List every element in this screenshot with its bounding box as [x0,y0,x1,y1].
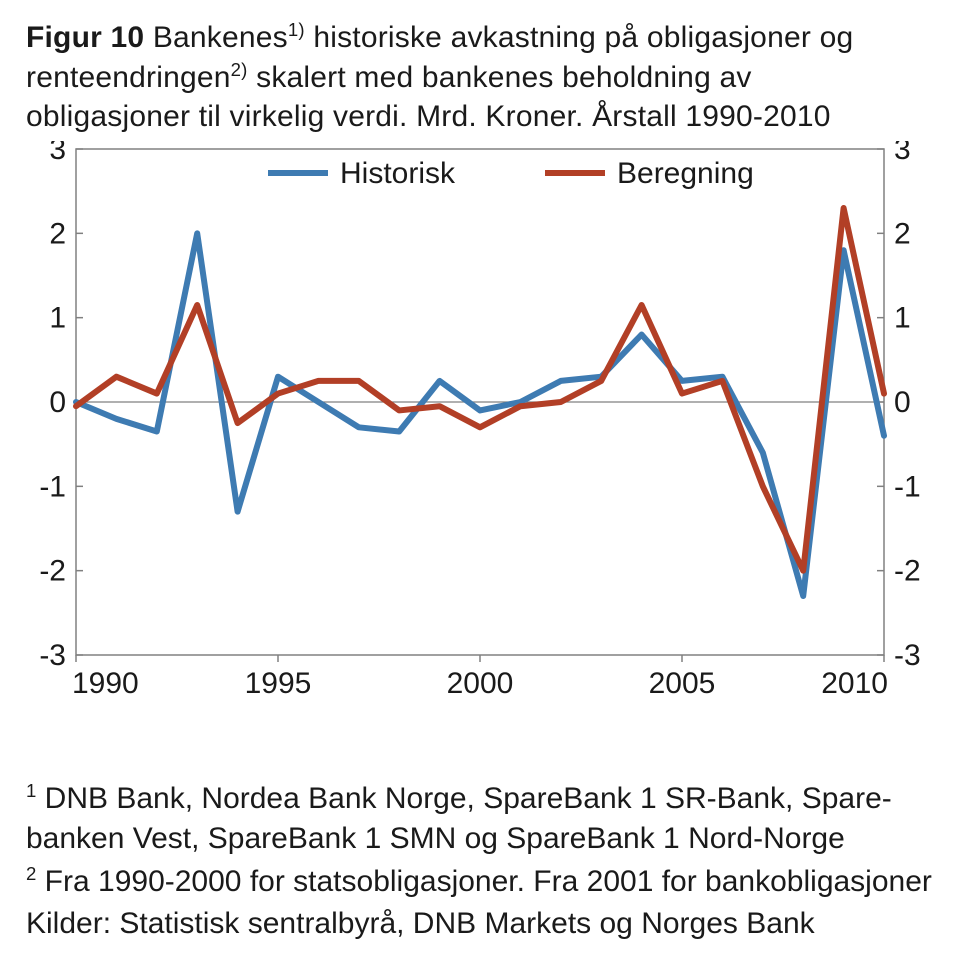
svg-text:2000: 2000 [447,667,514,700]
svg-text:-2: -2 [894,554,921,587]
line-chart: 33221100-1-1-2-2-3-319901995200020052010… [26,141,934,701]
title-line2-pre: renteendringen [26,61,231,94]
svg-text:-2: -2 [39,554,66,587]
figure-title: Figur 10 Bankenes1) historiske avkastnin… [26,18,934,137]
svg-text:-1: -1 [894,470,921,503]
footnote-1: 1 DNB Bank, Nordea Bank Norge, SpareBank… [26,779,934,859]
svg-text:Historisk: Historisk [340,157,456,190]
title-sup2: 2) [231,59,248,80]
svg-text:2010: 2010 [821,667,888,700]
svg-text:2: 2 [894,217,911,250]
svg-text:3: 3 [49,141,66,166]
svg-text:1995: 1995 [245,667,312,700]
footnote-2-text: Fra 1990-2000 for statsobligasjoner. Fra… [36,865,932,898]
figure-page: Figur 10 Bankenes1) historiske avkastnin… [0,0,960,960]
title-sup1: 1) [288,19,305,40]
footnote-1-sup: 1 [26,780,36,801]
source-line: Kilder: Statistisk sentralbyrå, DNB Mark… [26,904,934,944]
svg-text:1: 1 [894,301,911,334]
footnote-2: 2 Fra 1990-2000 for statsobligasjoner. F… [26,862,934,902]
svg-text:-3: -3 [894,639,921,672]
svg-text:1990: 1990 [72,667,139,700]
svg-text:-1: -1 [39,470,66,503]
svg-text:3: 3 [894,141,911,166]
svg-text:0: 0 [894,386,911,419]
title-line3: obligasjoner til virkelig verdi. Mrd. Kr… [26,100,831,133]
chart-container: 33221100-1-1-2-2-3-319901995200020052010… [26,141,934,773]
svg-text:1: 1 [49,301,66,334]
title-line2-post: skalert med bankenes beholdning av [248,61,752,94]
svg-text:Beregning: Beregning [617,157,754,190]
svg-text:0: 0 [49,386,66,419]
title-line1-post: historiske avkastning på obligasjoner og [305,21,854,54]
footnotes: 1 DNB Bank, Nordea Bank Norge, SpareBank… [26,779,934,946]
footnote-1-text: DNB Bank, Nordea Bank Norge, SpareBank 1… [26,782,892,855]
figure-label: Figur 10 [26,21,144,54]
title-line1-pre: Bankenes [144,21,288,54]
svg-text:-3: -3 [39,639,66,672]
svg-text:2005: 2005 [649,667,716,700]
footnote-2-sup: 2 [26,863,36,884]
svg-text:2: 2 [49,217,66,250]
